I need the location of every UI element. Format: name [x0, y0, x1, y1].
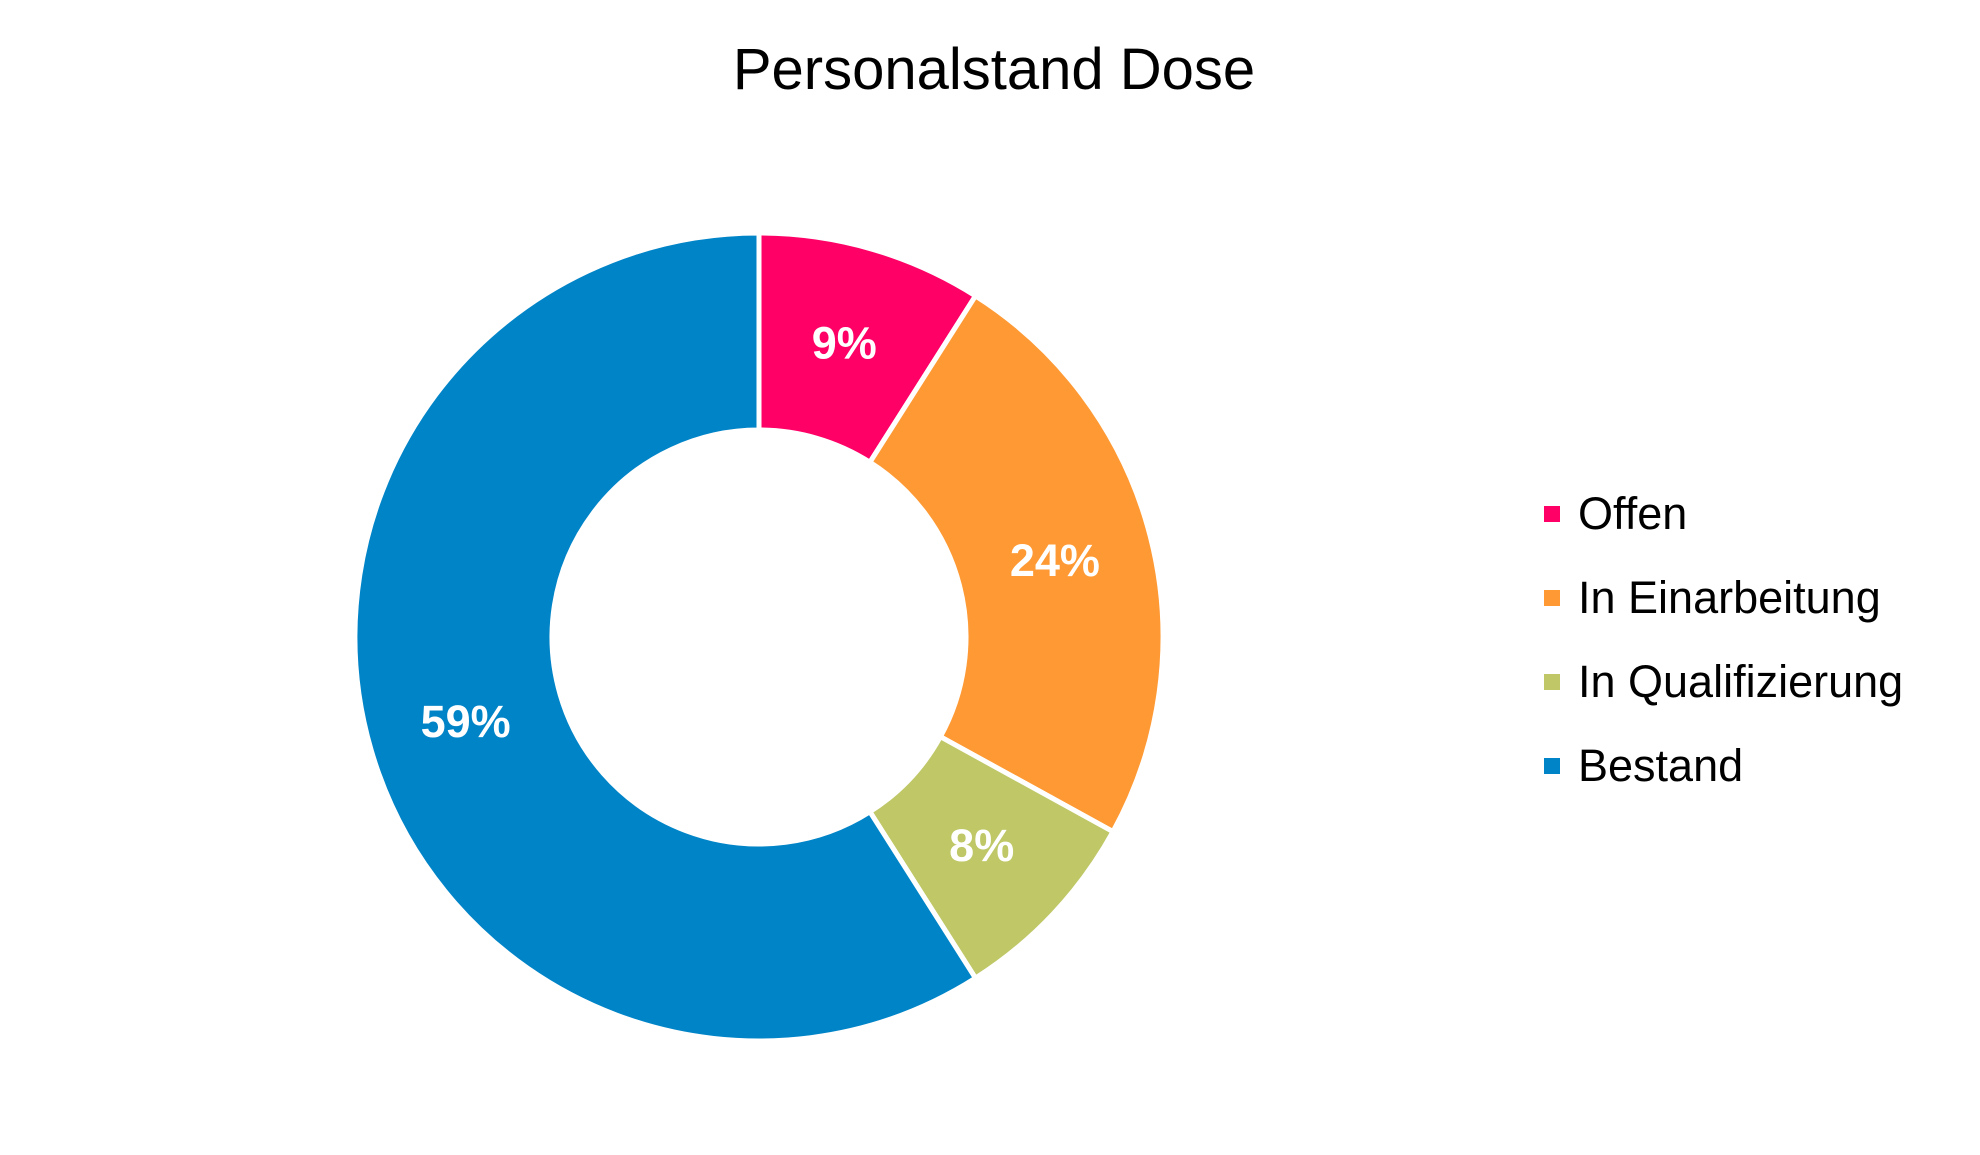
- legend-label: In Einarbeitung: [1578, 572, 1881, 623]
- chart-title: Personalstand Dose: [732, 37, 1256, 102]
- legend-swatch: [1544, 506, 1560, 522]
- legend-label: Offen: [1578, 488, 1688, 539]
- slice-bestand: [352, 230, 979, 1044]
- legend-label: In Qualifizierung: [1578, 656, 1904, 707]
- legend-item: Offen: [1544, 488, 1687, 540]
- data-label: 8%: [949, 820, 1014, 871]
- data-label: 59%: [421, 696, 511, 747]
- data-label: 9%: [812, 318, 877, 369]
- legend-swatch: [1544, 674, 1560, 690]
- legend-item: In Qualifizierung: [1544, 656, 1903, 708]
- legend-item: In Einarbeitung: [1544, 572, 1881, 624]
- legend-label: Bestand: [1578, 740, 1744, 791]
- legend-swatch: [1544, 590, 1560, 606]
- legend-item: Bestand: [1544, 740, 1743, 792]
- legend-swatch: [1544, 758, 1560, 774]
- data-label: 24%: [1010, 535, 1100, 586]
- slice-in-einarbeitung: [866, 292, 1166, 836]
